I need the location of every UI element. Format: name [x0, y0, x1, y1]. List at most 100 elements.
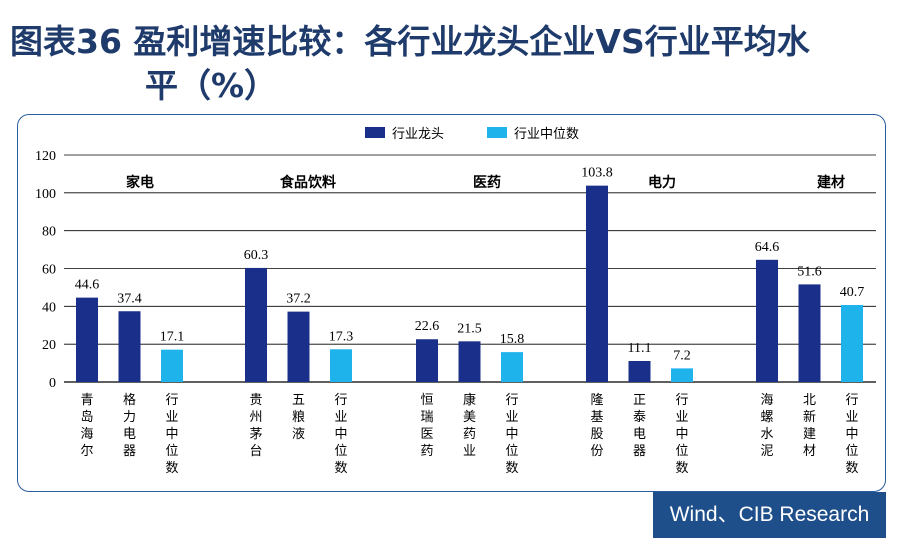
category-label-char: 业	[334, 410, 347, 425]
category-label-char: 行	[505, 393, 518, 408]
bar	[756, 259, 778, 382]
data-label: 17.3	[329, 329, 354, 344]
y-tick-label: 0	[49, 376, 56, 391]
category-label-char: 正	[633, 393, 646, 408]
category-label-char: 海	[80, 427, 93, 442]
data-label: 51.6	[797, 264, 822, 279]
group-label: 医药	[473, 174, 501, 191]
category-label-char: 行	[675, 393, 688, 408]
category-label-char: 位	[334, 444, 347, 459]
bar	[841, 305, 863, 382]
category-label-char: 美	[463, 410, 476, 425]
category-label-char: 业	[463, 444, 476, 459]
category-label-char: 五	[292, 393, 305, 408]
data-label: 7.2	[673, 348, 691, 363]
category-label-char: 隆	[590, 393, 603, 408]
category-label-char: 电	[123, 427, 136, 442]
category-label-char: 螺	[760, 410, 773, 425]
category-label-char: 位	[845, 444, 858, 459]
category-label-char: 份	[590, 444, 603, 459]
legend-label: 行业中位数	[514, 127, 579, 142]
category-label-char: 位	[675, 444, 688, 459]
category-label-char: 海	[760, 393, 773, 408]
category-label-char: 材	[803, 444, 816, 459]
chart-panel	[17, 114, 886, 492]
bar	[416, 339, 438, 382]
category-label-char: 股	[590, 427, 603, 442]
group-label: 电力	[648, 174, 676, 191]
group-label: 家电	[126, 174, 154, 191]
data-label: 22.6	[415, 319, 440, 334]
data-label: 37.2	[286, 292, 311, 307]
data-label: 17.1	[160, 330, 185, 345]
category-label-char: 建	[803, 427, 816, 442]
bar	[287, 311, 310, 382]
y-tick-label: 20	[42, 338, 56, 353]
category-label-char: 位	[505, 444, 518, 459]
category-label-char: 行	[165, 393, 178, 408]
category-label-char: 业	[165, 410, 178, 425]
category-label-char: 行	[845, 393, 858, 408]
bar	[161, 349, 183, 382]
title-line-2: 平（%）	[145, 66, 278, 105]
category-label-char: 器	[633, 444, 646, 459]
category-label-char: 恒	[420, 393, 433, 408]
data-label: 11.1	[628, 341, 652, 356]
category-label-char: 尔	[80, 444, 93, 459]
category-label-char: 中	[165, 427, 178, 442]
category-label-char: 泰	[633, 410, 646, 425]
category-label-char: 医	[420, 427, 433, 442]
category-label-char: 贵	[249, 393, 262, 408]
group-label: 食品饮料	[280, 174, 336, 191]
legend-swatch	[487, 127, 507, 138]
category-label-char: 北	[803, 393, 816, 408]
category-label-char: 数	[505, 461, 518, 476]
bar	[118, 311, 141, 382]
category-label-char: 粮	[292, 410, 305, 425]
bar	[245, 267, 267, 382]
category-label-char: 中	[845, 427, 858, 442]
category-label-char: 青	[80, 393, 93, 408]
data-label: 37.4	[117, 291, 142, 306]
category-label-char: 药	[463, 427, 476, 442]
category-label-char: 器	[123, 444, 136, 459]
category-label-char: 力	[123, 410, 136, 425]
chart-title: 图表36 盈利增速比较：各行业龙头企业VS行业平均水 平（%）	[10, 20, 895, 108]
y-tick-label: 120	[35, 149, 56, 164]
category-label-char: 基	[590, 410, 603, 425]
category-label-char: 业	[505, 410, 518, 425]
category-label-char: 数	[334, 461, 347, 476]
category-label-char: 数	[165, 461, 178, 476]
category-label-char: 业	[675, 410, 688, 425]
category-label-char: 岛	[80, 409, 93, 425]
category-label-char: 中	[334, 427, 347, 442]
source-badge: Wind、CIB Research	[653, 492, 886, 538]
category-label-char: 康	[463, 392, 476, 408]
bar	[76, 297, 98, 382]
group-label: 建材	[817, 174, 845, 191]
y-tick-label: 100	[35, 187, 56, 202]
category-label-char: 液	[292, 427, 305, 442]
legend-label: 行业龙头	[392, 127, 444, 142]
data-label: 15.8	[500, 332, 525, 347]
data-label: 44.6	[75, 278, 100, 293]
category-label-char: 格	[123, 392, 136, 408]
category-label-char: 药	[420, 444, 433, 459]
y-tick-label: 80	[42, 225, 56, 240]
category-label-char: 中	[675, 427, 688, 442]
data-label: 64.6	[755, 240, 780, 255]
bar	[798, 284, 821, 382]
category-label-char: 数	[675, 461, 688, 476]
category-label-char: 业	[845, 410, 858, 425]
bar	[330, 349, 352, 382]
data-label: 21.5	[457, 321, 482, 336]
category-label-char: 泥	[760, 444, 773, 459]
category-label-char: 水	[760, 427, 773, 442]
bar	[501, 352, 523, 382]
legend-swatch	[365, 127, 385, 138]
y-tick-label: 60	[42, 263, 56, 278]
category-label-char: 州	[249, 410, 262, 425]
bar	[628, 361, 651, 382]
category-label-char: 台	[249, 444, 262, 459]
